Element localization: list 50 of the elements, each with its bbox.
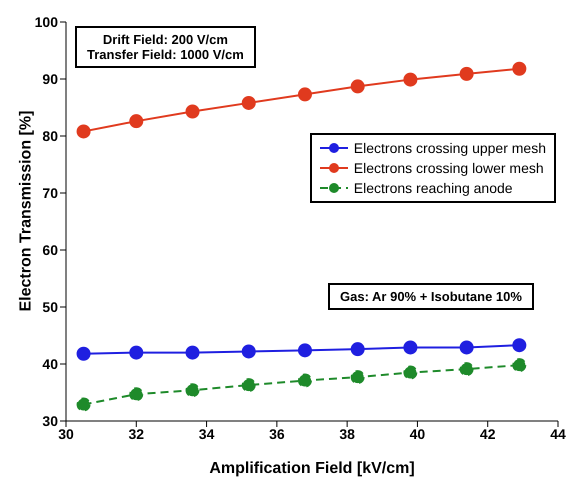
- point: [350, 370, 365, 384]
- point: [129, 114, 144, 128]
- point: [350, 79, 365, 94]
- x-tick-label: 40: [410, 426, 426, 442]
- point: [186, 104, 200, 118]
- point: [460, 66, 474, 81]
- x-tick-label: 32: [128, 426, 144, 442]
- point: [512, 338, 526, 352]
- point: [242, 378, 256, 392]
- y-tick-label: 60: [42, 242, 58, 258]
- point: [186, 346, 200, 360]
- legend-label: Electrons crossing lower mesh: [354, 159, 544, 178]
- y-tick-label: 50: [42, 298, 58, 315]
- point: [129, 387, 144, 402]
- point: [298, 87, 312, 102]
- point: [242, 344, 256, 358]
- y-tick-label: 30: [42, 412, 58, 429]
- point: [403, 366, 418, 380]
- point: [512, 358, 526, 372]
- point: [129, 346, 144, 360]
- point: [76, 124, 91, 138]
- point: [350, 342, 365, 356]
- point: [512, 62, 526, 76]
- point: [460, 340, 474, 354]
- x-tick-label: 34: [198, 426, 215, 442]
- y-tick-label: 80: [42, 128, 58, 144]
- point: [403, 72, 418, 87]
- x-axis-title: Amplification Field [kV/cm]: [209, 460, 415, 477]
- y-tick-label: 40: [42, 356, 58, 372]
- x-tick-label: 42: [480, 426, 496, 442]
- x-tick-label: 30: [58, 426, 74, 442]
- x-tick-label: 44: [550, 426, 566, 442]
- y-tick-label: 70: [42, 184, 58, 201]
- x-tick-label: 38: [339, 426, 356, 442]
- point: [242, 96, 256, 110]
- point: [298, 343, 312, 358]
- point: [298, 374, 312, 388]
- y-tick-label: 100: [34, 14, 58, 30]
- point: [76, 397, 91, 412]
- point: [186, 383, 200, 398]
- legend-label: Electrons crossing upper mesh: [354, 139, 546, 158]
- x-tick-label: 36: [269, 426, 285, 442]
- point: [76, 346, 91, 361]
- legend-label: Electrons reaching anode: [354, 179, 513, 198]
- y-axis-title: Electron Transmission [%]: [18, 110, 35, 312]
- annotation: Drift Field: 200 V/cm Transfer Field: 1000 V/cm: [75, 26, 256, 68]
- annotation: Gas: Ar 90% + Isobutane 10%: [328, 283, 534, 310]
- point: [460, 362, 474, 376]
- y-tick-label: 90: [42, 70, 58, 87]
- point: [403, 340, 418, 354]
